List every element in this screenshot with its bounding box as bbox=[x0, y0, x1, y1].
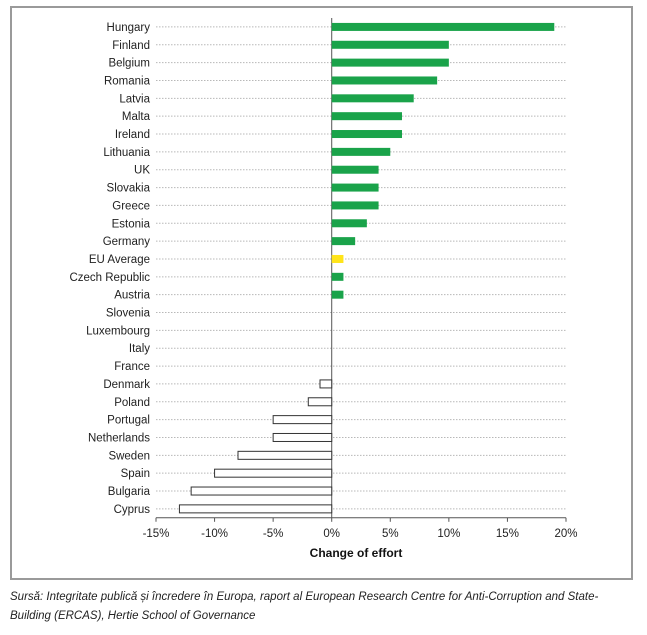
bar bbox=[331, 22, 555, 31]
x-tick-label: 10% bbox=[437, 528, 460, 540]
bar bbox=[331, 147, 391, 156]
category-label: Netherlands bbox=[88, 432, 150, 444]
x-axis-title: Change of effort bbox=[310, 546, 403, 560]
x-tick-label: -5% bbox=[263, 528, 283, 540]
category-label: Belgium bbox=[108, 58, 150, 70]
bar bbox=[331, 40, 449, 49]
category-label: Cyprus bbox=[114, 504, 151, 516]
bar-chart: Hungary Finland Belgium Romania Latvia Malta I… bbox=[69, 18, 578, 560]
bar bbox=[214, 468, 333, 478]
bar bbox=[331, 219, 367, 228]
category-label: EU Average bbox=[89, 254, 150, 266]
bar bbox=[331, 76, 438, 85]
bar bbox=[331, 165, 379, 174]
bar bbox=[272, 432, 333, 442]
chart-frame: Hungary Finland Belgium Romania Latvia Malta I… bbox=[10, 6, 633, 580]
bar bbox=[331, 290, 344, 299]
category-label: Greece bbox=[112, 200, 150, 212]
category-label: Finland bbox=[112, 40, 150, 52]
category-label: Czech Republic bbox=[69, 272, 150, 284]
category-label: Malta bbox=[122, 111, 151, 123]
bar bbox=[331, 130, 402, 139]
x-tick-label: -10% bbox=[201, 528, 228, 540]
category-label: Denmark bbox=[103, 379, 150, 391]
category-label: Hungary bbox=[107, 22, 151, 34]
bar bbox=[331, 254, 344, 263]
category-label: Lithuania bbox=[103, 147, 150, 159]
category-label: Ireland bbox=[115, 129, 150, 141]
category-label: Slovakia bbox=[107, 183, 151, 195]
category-label: Slovenia bbox=[106, 308, 151, 320]
bar bbox=[307, 397, 333, 407]
source-caption: Sursă: Integritate publică și încredere … bbox=[10, 591, 599, 622]
bar bbox=[331, 112, 402, 121]
category-label: Bulgaria bbox=[108, 486, 151, 498]
category-label: Portugal bbox=[107, 415, 150, 427]
category-label: Poland bbox=[114, 397, 150, 409]
bar bbox=[190, 486, 333, 496]
x-tick-label: 20% bbox=[554, 528, 577, 540]
x-tick-label: -15% bbox=[143, 528, 170, 540]
x-tick-label: 0% bbox=[323, 528, 340, 540]
x-tick-label: 5% bbox=[382, 528, 399, 540]
category-label: Estonia bbox=[112, 218, 151, 230]
category-label: Italy bbox=[129, 343, 150, 355]
category-label: UK bbox=[134, 165, 150, 177]
category-label: Luxembourg bbox=[86, 325, 150, 337]
bar bbox=[331, 94, 414, 103]
bar bbox=[237, 450, 333, 460]
bar bbox=[331, 183, 379, 192]
bar bbox=[331, 237, 356, 246]
category-label: Romania bbox=[104, 75, 151, 87]
x-tick-label: 15% bbox=[496, 528, 519, 540]
category-label: Sweden bbox=[108, 450, 150, 462]
category-label: Germany bbox=[103, 236, 151, 248]
category-label: Latvia bbox=[119, 93, 150, 105]
bar bbox=[331, 58, 449, 67]
category-label: Spain bbox=[121, 468, 150, 480]
bar bbox=[331, 201, 379, 210]
bar bbox=[319, 379, 333, 389]
bar bbox=[272, 415, 333, 425]
category-label: France bbox=[114, 361, 150, 373]
category-label: Austria bbox=[114, 290, 150, 302]
bar bbox=[178, 504, 333, 514]
bar bbox=[331, 272, 344, 281]
